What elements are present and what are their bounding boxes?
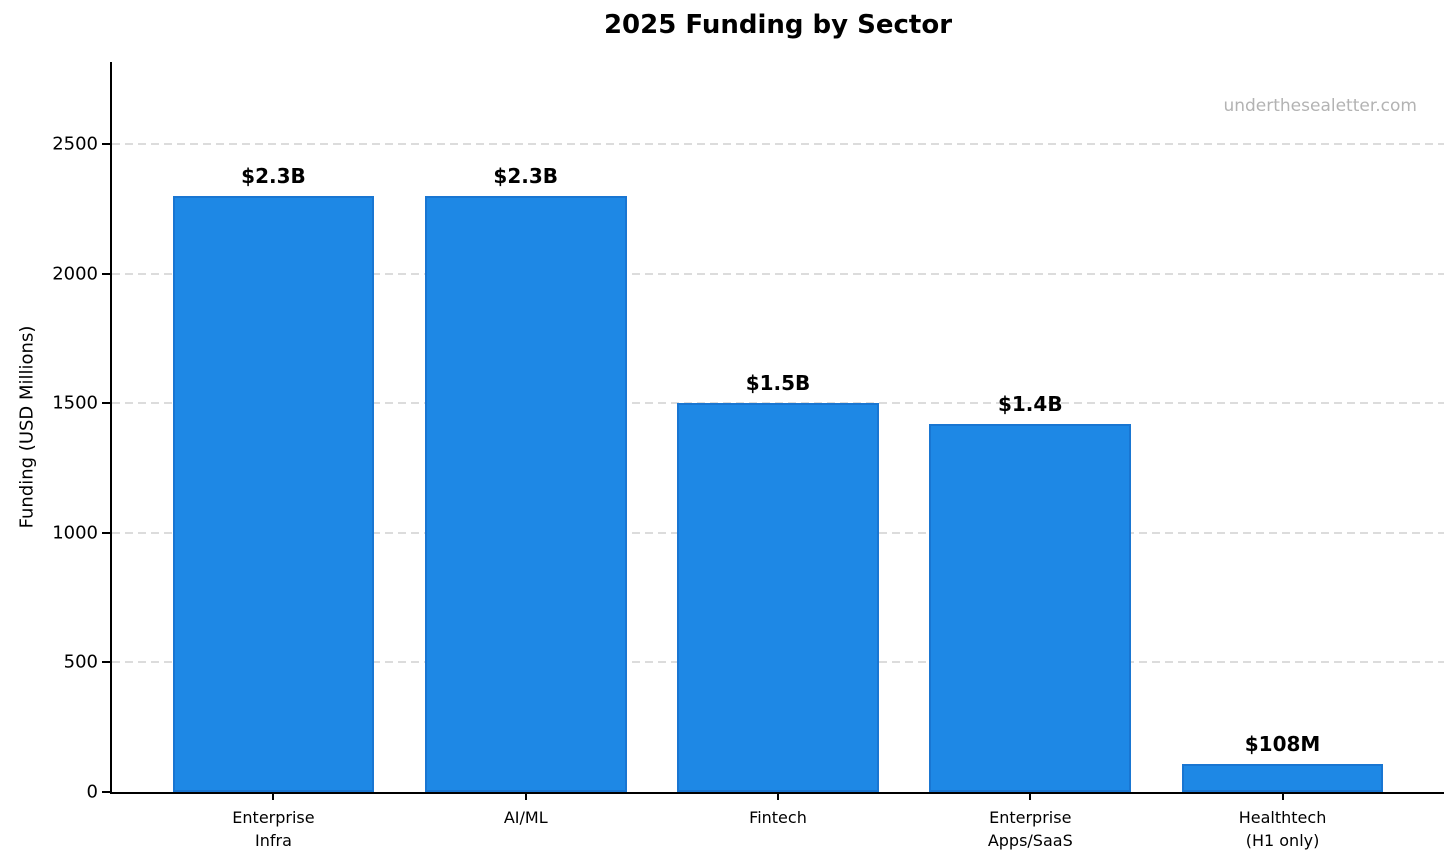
x-tick-label-5: Healthtech (H1 only) xyxy=(1238,808,1327,851)
bar-value-label-2: $2.3B xyxy=(493,163,559,188)
bar-value-label-1: $2.3B xyxy=(241,163,306,188)
y-tick-mark-0 xyxy=(102,791,110,793)
x-tick-label-4: Enterprise Apps/SaaS xyxy=(987,808,1073,851)
y-tick-label-1500: 1500 xyxy=(52,392,98,414)
gridline-y-2000 xyxy=(112,272,1444,275)
y-tick-label-1000: 1000 xyxy=(52,522,98,544)
watermark-text: underthesealetter.com xyxy=(1223,96,1417,116)
x-tick-mark-2 xyxy=(524,794,527,800)
x-axis-spine xyxy=(110,792,1444,794)
bar-2 xyxy=(424,195,627,792)
x-tick-mark-3 xyxy=(777,794,779,800)
y-axis-label: Funding (USD Millions) xyxy=(16,325,38,529)
y-tick-mark-1500 xyxy=(102,402,110,405)
y-axis-spine xyxy=(110,62,112,794)
bar-3 xyxy=(677,403,879,792)
y-tick-label-0: 0 xyxy=(86,781,98,803)
bar-value-label-3: $1.5B xyxy=(745,371,811,396)
gridline-y-1500 xyxy=(112,402,1444,405)
x-tick-mark-4 xyxy=(1029,794,1032,800)
x-tick-mark-5 xyxy=(1281,794,1284,800)
y-tick-mark-2500 xyxy=(102,142,110,145)
y-tick-mark-1000 xyxy=(102,531,110,534)
bar-5 xyxy=(1181,764,1384,792)
bar-value-label-5: $108M xyxy=(1244,732,1321,757)
chart-title: 2025 Funding by Sector xyxy=(603,10,953,40)
y-tick-mark-500 xyxy=(102,661,110,664)
y-tick-label-2000: 2000 xyxy=(52,263,98,285)
y-tick-mark-2000 xyxy=(102,272,110,275)
bar-1 xyxy=(172,195,375,792)
y-tick-label-2500: 2500 xyxy=(52,133,98,155)
plot-area: $2.3B $2.3B $1.5B $1.4B $108M 0 500 1000 1500 20… xyxy=(52,62,1444,850)
bar-4 xyxy=(929,423,1132,792)
x-tick-mark-1 xyxy=(272,794,275,800)
gridline-y-2500 xyxy=(112,142,1444,145)
bar-value-label-4: $1.4B xyxy=(997,391,1063,416)
x-tick-label-1: Enterprise Infra xyxy=(232,808,315,851)
y-tick-label-500: 500 xyxy=(63,651,98,673)
x-tick-label-2: AI/ML xyxy=(503,808,548,827)
x-tick-label-3: Fintech xyxy=(749,808,807,827)
